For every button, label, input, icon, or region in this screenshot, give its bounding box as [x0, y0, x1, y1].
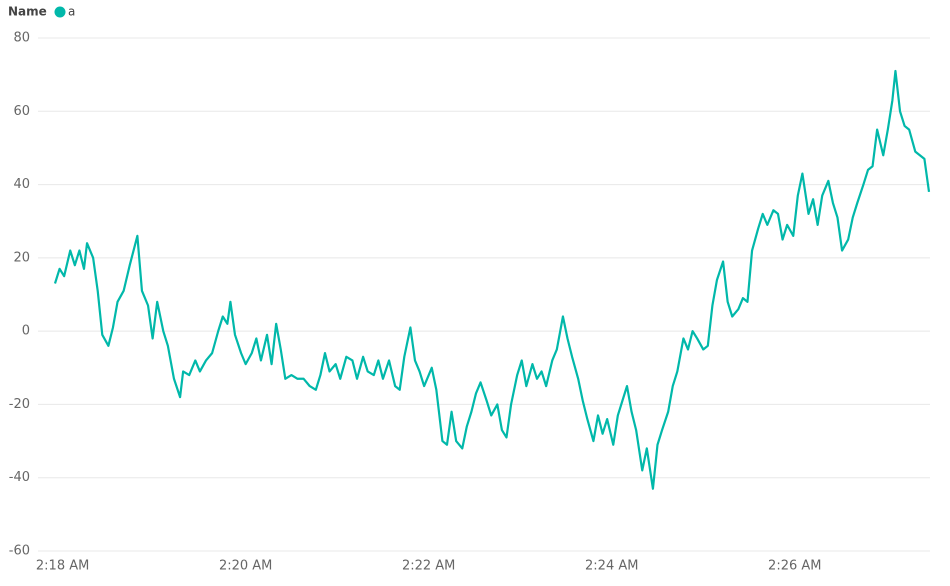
y-tick-label: 20 — [13, 250, 30, 265]
legend-label: a — [68, 5, 75, 19]
y-tick-label: 40 — [13, 177, 30, 192]
y-tick-label: 0 — [22, 324, 30, 339]
x-tick-label: 2:26 AM — [768, 559, 821, 574]
y-tick-label: 60 — [13, 104, 30, 119]
legend-title: Name — [8, 5, 47, 19]
x-tick-label: 2:20 AM — [219, 559, 272, 574]
x-tick-label: 2:24 AM — [585, 559, 638, 574]
data-line — [53, 69, 931, 490]
y-tick-label: 80 — [13, 31, 30, 46]
y-tick-label: -20 — [9, 397, 30, 412]
y-tick-label: -40 — [9, 470, 30, 485]
x-tick-label: 2:18 AM — [36, 559, 89, 574]
y-tick-label: -60 — [9, 544, 30, 559]
x-tick-label: 2:22 AM — [402, 559, 455, 574]
legend-marker — [54, 6, 66, 18]
